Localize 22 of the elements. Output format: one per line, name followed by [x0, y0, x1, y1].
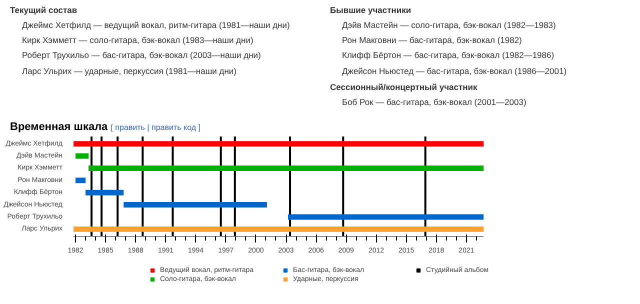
bar [88, 165, 484, 171]
bar [76, 178, 86, 184]
text: Ларс Ульрих — ударные, перкуссия (1981—наши дни) [22, 64, 238, 77]
bar [124, 202, 267, 208]
bar [288, 214, 484, 220]
chart-title: Временная шкала [10, 121, 108, 133]
text: Текущий состав [10, 4, 78, 16]
text: Рон Макговни — бас-гитара, бэк-вокал (1982) [342, 34, 523, 46]
text: Джеймс Хетфилд — ведущий вокал, ритм-гитара (1981—наши дни) [22, 19, 291, 32]
text: Дэйв Мастейн — соло-гитара, бэк-вокал (1982—1983) [342, 19, 557, 32]
text: Боб Рок — бас-гитара, бэк-вокал (2001—2003) [342, 96, 528, 108]
text: Бывшие участники [330, 4, 412, 16]
bar [74, 226, 484, 232]
text: Клифф Бёртон — бас-гитара, бэк-вокал (1982—1986) [342, 49, 556, 62]
bar [76, 153, 89, 159]
bar [74, 141, 484, 147]
text: Кирк Хэмметт — соло-гитара, бэк-вокал (1983—наши дни) [22, 34, 254, 46]
text: Джейсон Ньюстед — бас-гитара, бэк-вокал (1986—2001) [342, 64, 568, 77]
text: [ править | править код ] [110, 123, 200, 132]
text: Сессионный/концертный участник [330, 80, 478, 93]
bar [86, 190, 124, 196]
text: Роберт Трухильо — бас-гитара, бэк-вокал (2003—наши дни) [22, 49, 262, 62]
